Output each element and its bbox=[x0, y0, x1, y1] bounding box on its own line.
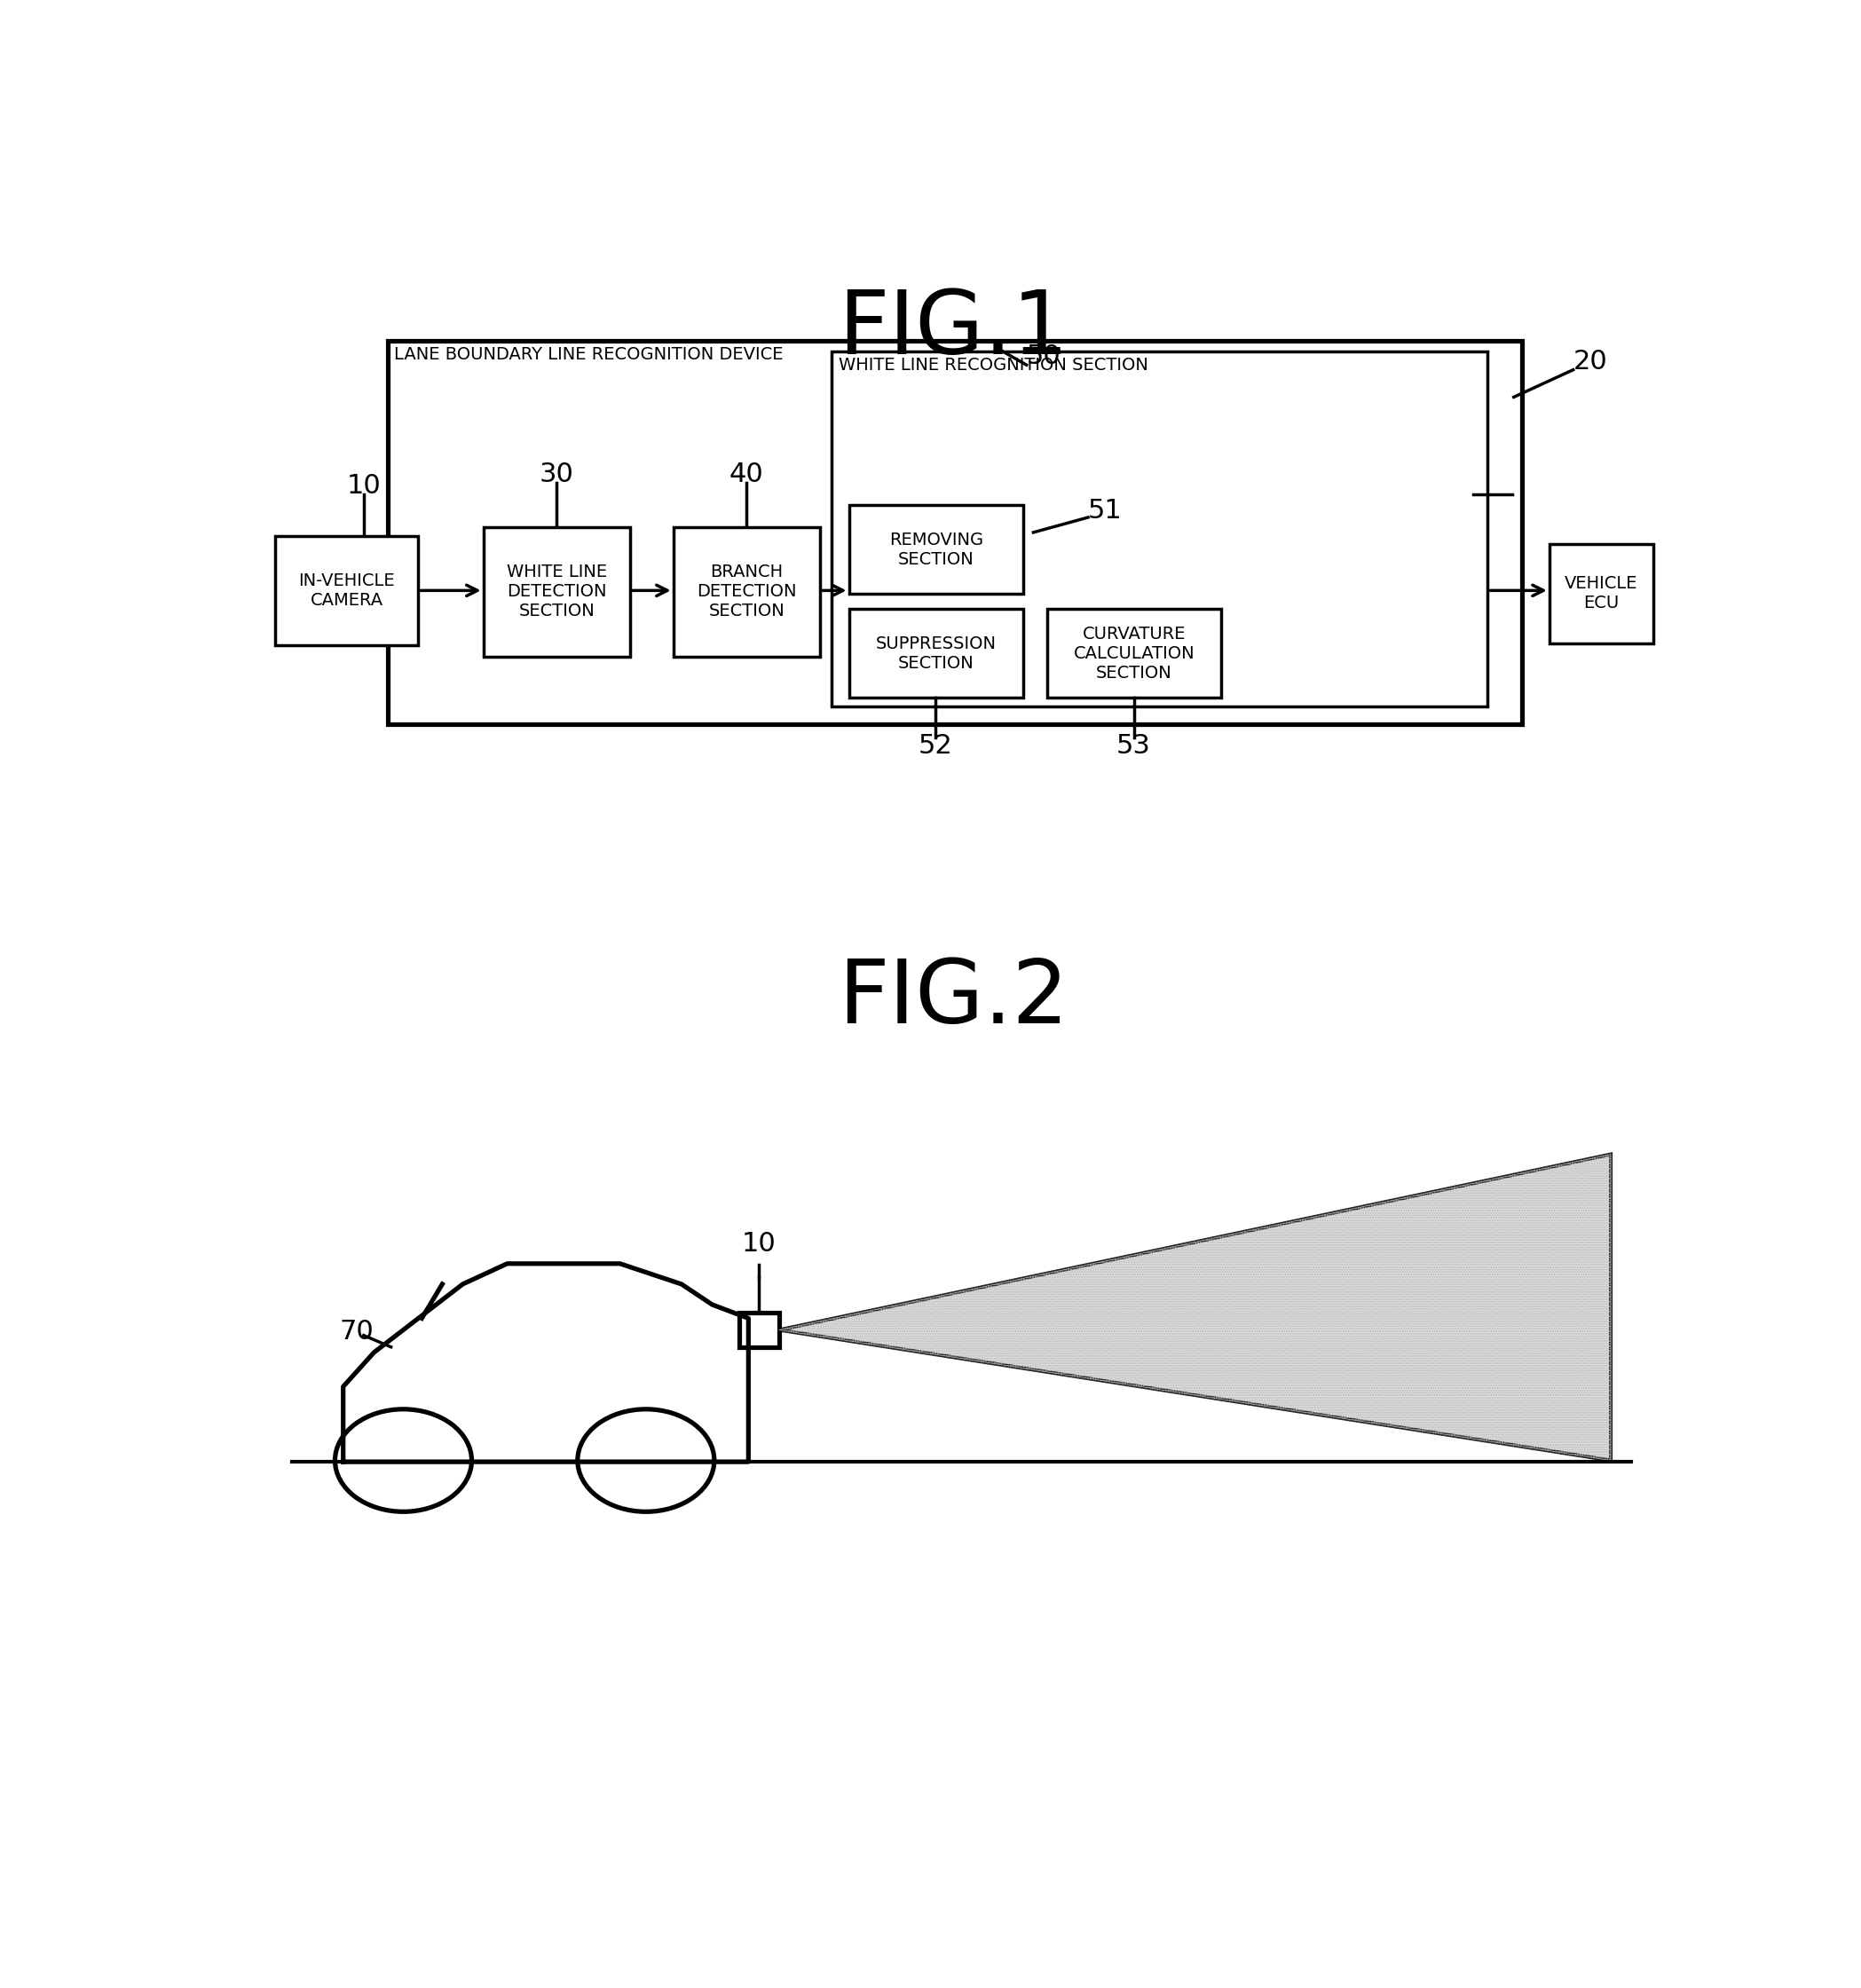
Text: LANE BOUNDARY LINE RECOGNITION DEVICE: LANE BOUNDARY LINE RECOGNITION DEVICE bbox=[395, 346, 783, 364]
Text: 53: 53 bbox=[1117, 734, 1152, 759]
Bar bbox=[674, 527, 821, 656]
Text: CURVATURE
CALCULATION
SECTION: CURVATURE CALCULATION SECTION bbox=[1074, 626, 1195, 682]
Bar bbox=[387, 342, 1522, 724]
Text: 10: 10 bbox=[346, 473, 382, 499]
Text: REMOVING
SECTION: REMOVING SECTION bbox=[890, 531, 983, 569]
Text: WHITE LINE
DETECTION
SECTION: WHITE LINE DETECTION SECTION bbox=[506, 565, 607, 620]
Text: IN-VEHICLE
CAMERA: IN-VEHICLE CAMERA bbox=[298, 573, 395, 608]
Bar bbox=[849, 608, 1024, 698]
Bar bbox=[275, 537, 419, 646]
Text: VEHICLE
ECU: VEHICLE ECU bbox=[1565, 575, 1638, 612]
Text: SUPPRESSION
SECTION: SUPPRESSION SECTION bbox=[877, 636, 996, 672]
Text: FIG.1: FIG.1 bbox=[837, 286, 1068, 372]
Bar bbox=[832, 352, 1487, 706]
Bar bbox=[484, 527, 631, 656]
Bar bbox=[1048, 608, 1221, 698]
Text: 50: 50 bbox=[1027, 344, 1061, 370]
Bar bbox=[1550, 545, 1653, 644]
Ellipse shape bbox=[577, 1409, 715, 1511]
Bar bbox=[739, 1312, 780, 1348]
Text: WHITE LINE RECOGNITION SECTION: WHITE LINE RECOGNITION SECTION bbox=[839, 356, 1148, 374]
Text: 30: 30 bbox=[540, 461, 573, 487]
Text: BRANCH
DETECTION
SECTION: BRANCH DETECTION SECTION bbox=[696, 565, 797, 620]
Bar bbox=[849, 505, 1024, 594]
Polygon shape bbox=[780, 1155, 1612, 1461]
Ellipse shape bbox=[335, 1409, 471, 1511]
Text: 10: 10 bbox=[741, 1231, 776, 1256]
Text: FIG.2: FIG.2 bbox=[837, 956, 1068, 1042]
Text: 20: 20 bbox=[1573, 348, 1608, 374]
Text: 52: 52 bbox=[919, 734, 953, 759]
Text: 51: 51 bbox=[1089, 497, 1122, 523]
Text: 40: 40 bbox=[730, 461, 763, 487]
Text: 70: 70 bbox=[341, 1320, 374, 1344]
